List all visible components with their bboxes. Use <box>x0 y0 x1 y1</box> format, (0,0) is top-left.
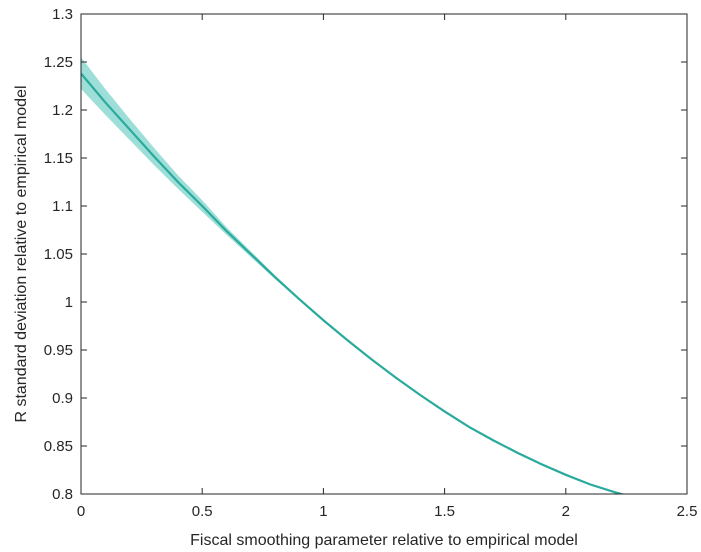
y-tick-label: 1.05 <box>44 246 73 263</box>
x-axis-label: Fiscal smoothing parameter relative to e… <box>190 532 578 549</box>
y-tick-label: 1 <box>65 294 73 311</box>
y-tick-label: 1.25 <box>44 54 73 71</box>
x-tick-label: 2 <box>562 503 570 520</box>
y-tick-label: 1.2 <box>52 102 73 119</box>
x-tick-label: 0 <box>77 503 85 520</box>
x-tick-label: 2.5 <box>677 503 698 520</box>
y-tick-label: 1.1 <box>52 198 73 215</box>
y-tick-label: 1.3 <box>52 6 73 23</box>
series-line <box>81 72 626 494</box>
y-tick-label: 0.9 <box>52 390 73 407</box>
y-tick-label: 0.85 <box>44 438 73 455</box>
plot-background <box>81 14 687 494</box>
y-tick-label: 0.8 <box>52 486 73 503</box>
y-axis-label: R standard deviation relative to empiric… <box>13 85 30 422</box>
y-tick-label: 1.15 <box>44 150 73 167</box>
x-tick-label: 1.5 <box>434 503 455 520</box>
x-tick-label: 0.5 <box>192 503 213 520</box>
y-axis-ticks: 0.8 0.85 0.9 0.95 1 1.05 1.1 1.15 1.2 1.25 1.3 <box>44 6 687 503</box>
x-axis-ticks: 0 0.5 1 1.5 2 2.5 <box>77 14 698 520</box>
y-tick-label: 0.95 <box>44 342 73 359</box>
x-tick-label: 1 <box>319 503 327 520</box>
